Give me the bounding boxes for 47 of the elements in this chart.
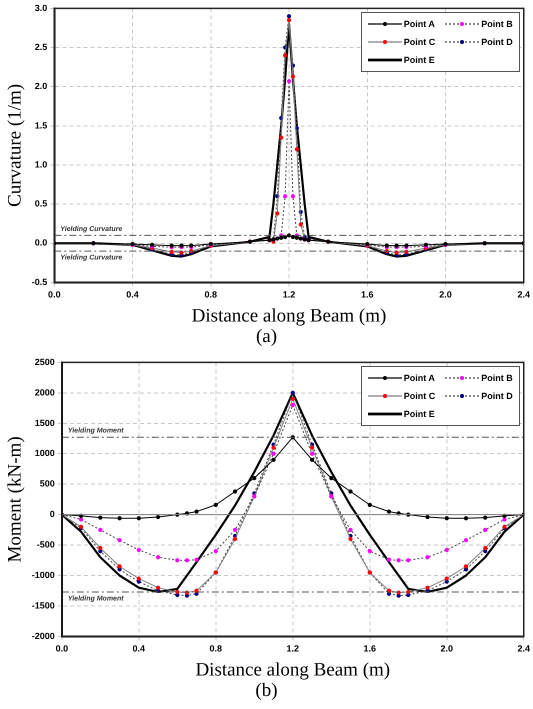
y-tick-label: -500	[36, 540, 55, 550]
y-tick-label: -1000	[32, 570, 55, 580]
text: (b)	[254, 680, 279, 702]
y-tick-label: -0.5	[32, 276, 48, 287]
y-tick-label: 2.0	[34, 81, 48, 92]
x-axis-title: Distance along Beam (m)	[192, 306, 386, 327]
x-tick-label: 0.0	[56, 643, 68, 654]
y-tick-label: 2.5	[34, 42, 48, 52]
x-tick-label: 0.8	[204, 289, 218, 300]
y-tick-label: 0.5	[34, 198, 48, 209]
y-tick-label: 1500	[34, 418, 55, 428]
y-tick-label: 1.5	[34, 120, 48, 130]
legend-label: Point C	[404, 391, 436, 402]
x-axis-title: Distance along Beam (m)	[195, 660, 390, 681]
x-tick-label: 1.6	[364, 643, 376, 654]
legend-label: Point E	[404, 55, 435, 66]
legend-label: Point B	[481, 19, 513, 30]
legend-label: Point C	[404, 37, 436, 48]
y-tick-label: 1.0	[34, 159, 48, 170]
legend-label: Point B	[481, 373, 513, 384]
legend-label: Point E	[404, 409, 435, 420]
x-tick-label: 1.2	[286, 643, 300, 654]
y-tick-label: 3.0	[34, 2, 48, 13]
legend-label: Point D	[481, 391, 513, 402]
x-tick-label: 2.0	[440, 643, 454, 654]
y-tick-label: 500	[40, 478, 55, 489]
y-tick-label: -2000	[32, 630, 55, 641]
text: (a)	[254, 326, 278, 348]
legend-label: Point A	[404, 19, 435, 30]
y-tick-label: -1500	[32, 600, 55, 610]
x-tick-label: 2.4	[517, 643, 530, 654]
x-tick-label: 1.2	[282, 289, 296, 300]
y-tick-label: 2000	[34, 387, 55, 398]
y-axis-title: Curvature (1/m)	[4, 84, 26, 207]
legend-label: Point A	[404, 373, 435, 384]
y-tick-label: 1000	[34, 448, 55, 458]
y-axis-title: Moment (kN-m)	[4, 436, 26, 562]
x-tick-label: 0.4	[132, 643, 146, 654]
legend-label: Point D	[481, 37, 513, 48]
y-tick-label: 2500	[34, 356, 55, 367]
y-tick-label: 0.0	[34, 238, 48, 248]
x-tick-label: 0.8	[210, 643, 222, 654]
x-tick-label: 2.0	[439, 289, 452, 300]
y-tick-label: 0	[50, 509, 55, 520]
x-tick-label: 0.4	[126, 289, 139, 300]
x-tick-label: 1.6	[361, 289, 374, 300]
x-tick-label: 2.4	[517, 289, 530, 300]
